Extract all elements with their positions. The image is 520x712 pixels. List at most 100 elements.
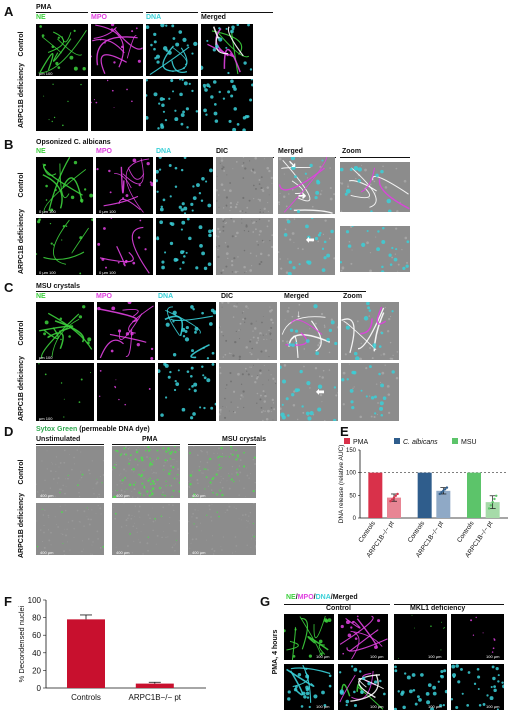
col-header-mpo: MPO	[96, 148, 112, 155]
micrograph-a-control-dna	[146, 24, 198, 76]
bar	[67, 619, 105, 688]
bar	[417, 472, 432, 518]
row-label-control: Control	[18, 320, 25, 346]
col-header-dic: DIC	[221, 293, 234, 300]
legend-label: C. albicans	[403, 439, 438, 446]
data-point	[495, 494, 498, 497]
panel-label-a: A	[4, 4, 14, 19]
scale-bar-label: 400 μm	[192, 493, 206, 498]
g-title-sep: /	[313, 594, 316, 601]
col-header-msu: MSU crystals	[222, 436, 266, 443]
y-tick-label: 60	[32, 631, 41, 640]
arrow-icon: ⬅	[306, 235, 315, 246]
scale-bar-label: 400 μm	[40, 493, 54, 498]
panel-label-e: E	[340, 424, 349, 439]
x-tick-label: Controls	[407, 520, 427, 544]
x-tick-label: Controls	[456, 520, 476, 544]
g-title-mpo: MPO	[297, 594, 314, 601]
col-header-mkl1: MKL1 deficiency	[410, 605, 466, 612]
scale-bar-label: 0 μm 100	[99, 270, 116, 275]
x-tick-label: Controls	[357, 520, 377, 544]
col-header-mpo: MPO	[91, 14, 107, 21]
scale-bar-label: 400 μm	[192, 550, 206, 555]
micrograph-g-control-mpo	[338, 614, 388, 660]
arrow-icon: ➜	[298, 191, 307, 202]
legend-swatch	[344, 438, 350, 444]
x-tick-label: ARPC1B−/− pt	[129, 693, 182, 702]
micrograph-c-control-dic	[219, 302, 277, 360]
micrograph-a-arpc1b-ne	[36, 79, 88, 131]
micrograph-c-control-merged	[280, 302, 338, 360]
y-tick-label: 20	[32, 666, 41, 675]
micrograph-a-arpc1b-merged	[201, 79, 253, 131]
data-point	[389, 500, 392, 503]
micrograph-b-arpc1b-dic	[216, 218, 273, 275]
micrograph-g-control-dna	[284, 664, 334, 710]
data-point	[445, 486, 449, 489]
panel-label-g: G	[260, 594, 271, 609]
bar	[436, 490, 451, 518]
micrograph-d-arpc1b-msu	[188, 503, 256, 555]
panel-label-c: C	[4, 280, 14, 295]
micrograph-d-arpc1b-unstim	[36, 503, 104, 555]
micrograph-g-control-ne	[284, 614, 334, 660]
g-title-merged: /Merged	[330, 594, 358, 601]
micrograph-b-arpc1b-dna	[156, 218, 213, 275]
panel-label-f: F	[4, 594, 12, 609]
y-tick-label: 0	[353, 516, 357, 522]
scale-bar-label: 0 μm 100	[39, 209, 56, 214]
y-tick-label: 80	[32, 614, 41, 623]
y-tick-label: 100	[346, 471, 357, 477]
micrograph-d-control-pma	[112, 446, 180, 498]
data-point	[391, 498, 394, 501]
micrograph-b-arpc1b-zoom	[340, 226, 410, 272]
scale-bar-label: 400 μm	[116, 493, 130, 498]
bar	[135, 683, 174, 688]
y-tick-label: 40	[32, 649, 41, 658]
micrograph-a-control-ne	[36, 24, 88, 76]
bar	[467, 472, 481, 518]
data-point	[443, 488, 447, 491]
col-header-mpo: MPO	[96, 293, 112, 300]
col-header-merged: Merged	[278, 148, 303, 155]
micrograph-b-control-zoom	[340, 162, 410, 212]
dye-name: Sytox Green	[36, 426, 78, 433]
micrograph-g-mkl1-merged	[451, 664, 504, 710]
row-label-arpc1b: ARPC1B deficiency	[18, 356, 25, 421]
col-header-dna: DNA	[158, 293, 174, 300]
bar	[387, 497, 401, 518]
x-tick-label: Controls	[71, 693, 101, 702]
micrograph-c-control-mpo	[97, 302, 155, 360]
col-header-control: Control	[326, 605, 351, 612]
data-point	[442, 489, 445, 492]
micrograph-b-arpc1b-merged	[278, 218, 335, 275]
col-header-ne: NE	[36, 14, 46, 21]
panel-label-b: B	[4, 137, 14, 152]
micrograph-c-arpc1b-mpo	[97, 363, 155, 421]
micrograph-c-arpc1b-ne	[36, 363, 94, 421]
row-label-arpc1b: ARPC1B deficiency	[18, 63, 25, 128]
col-header-ne: NE	[36, 148, 46, 155]
micrograph-g-mkl1-mpo	[451, 614, 504, 660]
scale-bar-label: μm 100	[39, 71, 53, 76]
y-axis-label: DNA release (relative AUC)	[338, 445, 345, 524]
col-header-zoom: Zoom	[342, 148, 362, 155]
scale-bar-label: 400 μm	[40, 550, 54, 555]
bar	[485, 502, 500, 518]
col-header-ne: NE	[36, 293, 46, 300]
arrow-icon: ⬅	[316, 387, 325, 398]
micrograph-c-arpc1b-merged	[280, 363, 338, 421]
micrograph-c-arpc1b-zoom	[341, 363, 399, 421]
micrograph-c-arpc1b-dna	[158, 363, 216, 421]
micrograph-b-arpc1b-ne	[36, 218, 93, 275]
y-tick-label: 100	[28, 596, 42, 605]
arrow-icon: ↘	[288, 159, 297, 170]
panel-a-title: PMA	[36, 4, 52, 11]
y-tick-label: 0	[37, 684, 42, 693]
micrograph-d-control-unstim	[36, 446, 104, 498]
col-header-dic: DIC	[216, 148, 229, 155]
col-header-merged: Merged	[201, 14, 226, 21]
data-point	[493, 497, 496, 501]
micrograph-d-control-msu	[188, 446, 256, 498]
g-title-dna: DNA	[315, 594, 331, 601]
